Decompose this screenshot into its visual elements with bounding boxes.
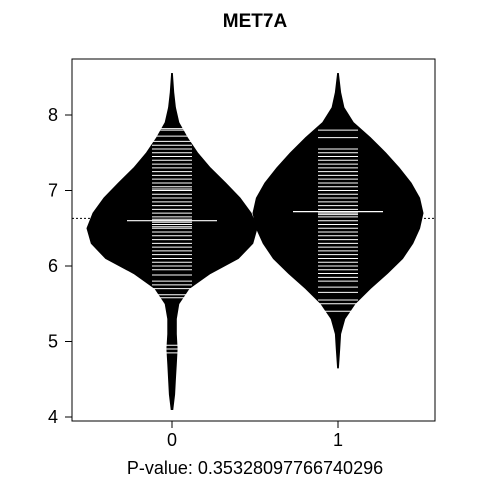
y-tick-label: 8 — [48, 105, 58, 125]
bean-density-0 — [86, 73, 258, 410]
y-axis: 4 5 6 7 8 — [48, 105, 72, 427]
y-tick-label: 6 — [48, 256, 58, 276]
chart-title: MET7A — [223, 11, 288, 32]
bean-group-0 — [86, 73, 258, 410]
x-tick-label: 1 — [333, 430, 343, 450]
plot-frame — [71, 58, 436, 422]
x-tick-label: 0 — [167, 430, 177, 450]
x-axis-label: P-value: 0.35328097766740296 — [127, 458, 383, 478]
y-tick-label: 4 — [48, 407, 58, 427]
bean-group-1 — [252, 73, 424, 369]
y-tick-label: 7 — [48, 181, 58, 201]
y-tick-label: 5 — [48, 332, 58, 352]
beans-layer — [86, 73, 424, 410]
